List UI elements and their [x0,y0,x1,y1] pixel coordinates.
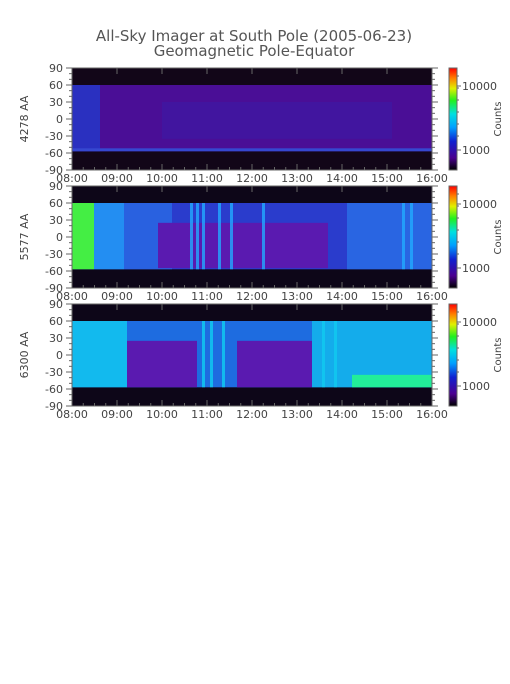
y-axis-label: 5577 AA [18,213,31,260]
x-tick-label: 14:00 [326,290,358,303]
heatmap-bright-region [94,203,124,270]
colorbar-tick-label: 10000 [462,316,497,329]
x-tick-label: 08:00 [56,172,88,185]
colorbar-tick-label: 1000 [462,144,490,157]
heatmap-dim-region [158,222,328,269]
y-tick-label: 90 [49,180,63,193]
x-tick-label: 12:00 [236,408,268,421]
heatmap-streak [202,203,205,270]
heatmap-streak [402,203,405,270]
heatmap-edge [72,148,432,152]
heatmap-streak [410,203,413,270]
colorbar-frame [448,303,458,407]
colorbar-tick-label: 1000 [462,262,490,275]
colorbar-tick-label: 10000 [462,198,497,211]
y-tick-label: -30 [45,248,63,261]
x-tick-label: 09:00 [101,172,133,185]
heatmap-dim-region [237,340,312,388]
colorbar-label: Counts [493,220,504,255]
colorbar-tick-label: 1000 [462,380,490,393]
heatmap-region [347,203,432,270]
x-tick-label: 08:00 [56,408,88,421]
x-tick-label: 09:00 [101,408,133,421]
x-tick-label: 14:00 [326,408,358,421]
heatmap-bright-region [72,203,94,270]
x-tick-label: 16:00 [416,172,448,185]
figure-title: All-Sky Imager at South Pole (2005-06-23… [96,27,412,45]
heatmap-streak [72,85,100,152]
heatmap-streak [322,321,325,388]
y-tick-label: 30 [49,96,63,109]
y-axis-label: 4278 AA [18,95,31,142]
heatmap-streak [210,321,213,388]
heatmap-streak [222,321,225,388]
x-tick-label: 12:00 [236,290,268,303]
x-tick-label: 10:00 [146,408,178,421]
y-tick-label: 30 [49,214,63,227]
y-tick-label: -60 [45,383,63,396]
y-tick-label: 0 [56,349,63,362]
colorbar [449,304,457,406]
x-tick-label: 15:00 [371,290,403,303]
y-axis-label: 6300 AA [18,331,31,378]
x-tick-label: 10:00 [146,290,178,303]
y-tick-label: -30 [45,366,63,379]
y-tick-label: -90 [45,164,63,177]
y-tick-label: 90 [49,298,63,311]
heatmap-bright-region [72,321,127,388]
heatmap-dim-region [127,340,197,388]
x-tick-label: 13:00 [281,408,313,421]
y-tick-label: 0 [56,113,63,126]
heatmap-streak [202,321,205,388]
y-tick-label: -60 [45,265,63,278]
heatmap-streak [334,321,337,388]
heatmap-streak [196,203,199,270]
colorbar-tick-label: 10000 [462,80,497,93]
x-tick-label: 14:00 [326,172,358,185]
heatmap-streak [230,203,233,270]
colorbar-label: Counts [493,102,504,137]
heatmap-streak [218,203,221,270]
x-tick-label: 13:00 [281,172,313,185]
heatmap-bright-region [352,374,432,388]
colorbar-frame [448,185,458,289]
x-tick-label: 16:00 [416,290,448,303]
y-tick-label: -90 [45,400,63,413]
y-tick-label: -60 [45,147,63,160]
figure-subtitle: Geomagnetic Pole-Equator [154,42,355,60]
y-tick-label: -30 [45,130,63,143]
x-tick-label: 11:00 [191,408,223,421]
x-tick-label: 15:00 [371,172,403,185]
x-tick-label: 11:00 [191,290,223,303]
y-tick-label: -90 [45,282,63,295]
heatmap-streak [262,203,265,270]
y-tick-label: 90 [49,62,63,75]
x-tick-label: 13:00 [281,290,313,303]
y-tick-label: 60 [49,79,63,92]
x-tick-label: 11:00 [191,172,223,185]
colorbar-frame [448,67,458,171]
heatmap-streak [190,203,193,270]
x-tick-label: 16:00 [416,408,448,421]
colorbar-label: Counts [493,338,504,373]
y-tick-label: 60 [49,197,63,210]
y-tick-label: 60 [49,315,63,328]
x-tick-label: 08:00 [56,290,88,303]
colorbar [449,186,457,288]
colorbar [449,68,457,170]
y-tick-label: 0 [56,231,63,244]
y-tick-label: 30 [49,332,63,345]
x-tick-label: 09:00 [101,290,133,303]
x-tick-label: 12:00 [236,172,268,185]
x-tick-label: 10:00 [146,172,178,185]
x-tick-label: 15:00 [371,408,403,421]
heatmap-region [162,102,392,139]
